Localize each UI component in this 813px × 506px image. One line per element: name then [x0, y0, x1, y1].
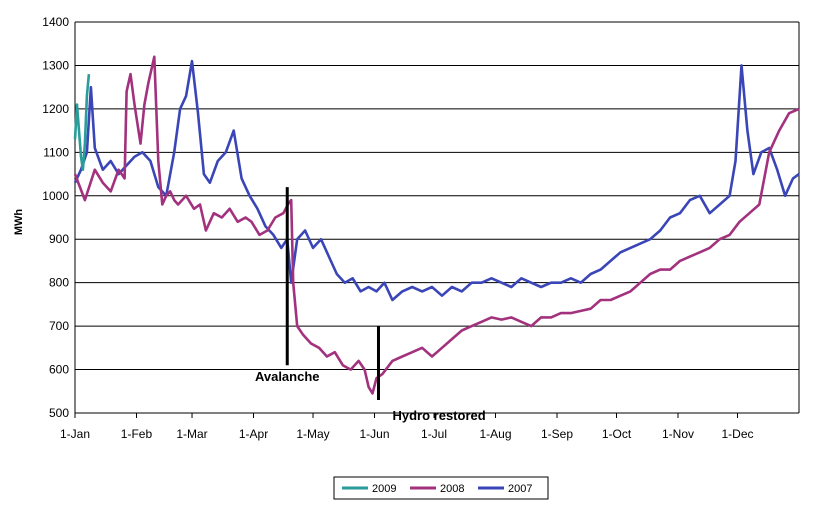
grid-lines [74, 21, 800, 414]
series-line-2008 [73, 55, 800, 395]
x-tick-label: 1-Jun [360, 427, 390, 441]
x-tick-label: 1-May [296, 427, 329, 441]
y-axis-ticks: 500 600 700 800 900 1000 1100 1200 1300 1400 [42, 15, 69, 420]
x-tick-label: 1-Dec [722, 427, 754, 441]
legend: 2009 2008 2007 [333, 476, 549, 500]
x-tick-label: 1-Feb [121, 427, 153, 441]
x-tick-label: 1-Mar [176, 427, 207, 441]
x-tick-label: 1-Jul [421, 427, 447, 441]
y-tick-label: 900 [49, 232, 69, 246]
y-axis-label: MWh [13, 209, 25, 236]
y-tick-label: 1000 [42, 189, 69, 203]
annotation-label: Avalanche [255, 369, 320, 384]
x-tick-label: 1-Jan [60, 427, 90, 441]
y-tick-label: 1100 [43, 145, 69, 159]
annotation-label: Hydro restored [392, 408, 485, 423]
y-tick-label: 800 [49, 276, 69, 290]
y-tick-label: 500 [49, 406, 69, 420]
x-tick-label: 1-Apr [239, 427, 268, 441]
legend-box [333, 476, 549, 500]
legend-label: 2009 [372, 483, 396, 495]
x-tick-label: 1-Sep [541, 427, 573, 441]
y-tick-label: 600 [49, 363, 69, 377]
series-line-2009 [73, 73, 91, 171]
x-axis-ticks: 1-Jan 1-Feb 1-Mar 1-Apr 1-May 1-Jun 1-Jul 1-Aug… [60, 413, 754, 441]
y-tick-label: 1200 [42, 102, 69, 116]
annotations: Avalanche Hydro restored [255, 187, 486, 423]
series-line-2007 [73, 59, 800, 302]
y-tick-label: 1300 [42, 58, 69, 72]
y-tick-label: 1400 [42, 15, 69, 29]
x-tick-label: 1-Aug [479, 427, 511, 441]
series-lines [73, 55, 800, 395]
x-tick-label: 1-Nov [662, 427, 694, 441]
legend-label: 2008 [440, 483, 464, 495]
x-tick-label: 1-Oct [602, 427, 632, 441]
y-tick-label: 700 [49, 319, 69, 333]
legend-label: 2007 [508, 483, 532, 495]
